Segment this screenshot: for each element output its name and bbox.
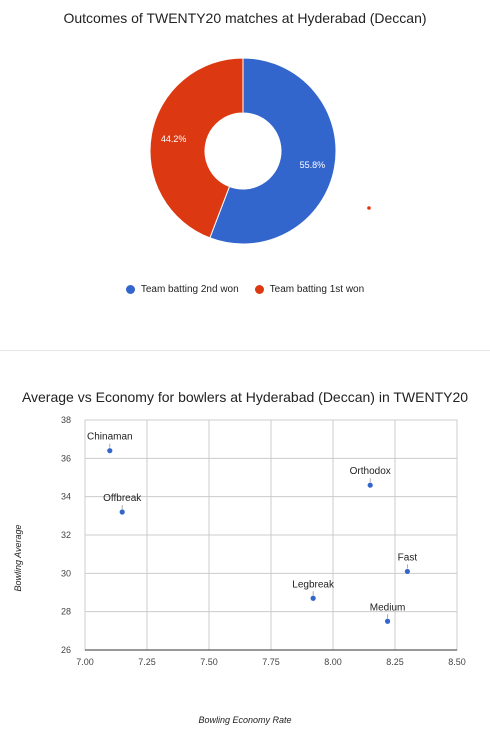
- scatter-chart-panel: Average vs Economy for bowlers at Hydera…: [0, 370, 490, 750]
- scatter-point-label: Chinaman: [87, 432, 133, 443]
- x-axis-title: Bowling Economy Rate: [198, 715, 292, 725]
- y-tick-label: 32: [61, 530, 71, 540]
- scatter-point[interactable]: [310, 595, 316, 601]
- scatter-point[interactable]: [107, 448, 113, 454]
- scatter-point[interactable]: [404, 568, 410, 575]
- legend-item-batting-2nd[interactable]: Team batting 2nd won: [125, 284, 239, 295]
- scatter-point-label: Fast: [398, 552, 418, 563]
- legend-swatch-batting-2nd: [125, 285, 135, 294]
- scatter-point[interactable]: [367, 482, 373, 488]
- donut-slice-label-0: 55.8%: [300, 160, 326, 170]
- donut-slice-0[interactable]: [209, 57, 337, 245]
- x-tick-label: 7.75: [262, 657, 280, 667]
- x-tick-label: 8.25: [386, 657, 404, 667]
- y-tick-label: 30: [61, 568, 71, 578]
- scatter-point[interactable]: [119, 509, 125, 515]
- donut-legend: Team batting 2nd won Team batting 1st wo…: [0, 284, 490, 295]
- scatter-point-label: Medium: [370, 602, 406, 613]
- y-tick-label: 28: [61, 607, 71, 617]
- y-tick-label: 34: [61, 492, 71, 502]
- legend-label-batting-1st: Team batting 1st won: [269, 284, 365, 295]
- x-tick-label: 7.50: [200, 657, 218, 667]
- scatter-chart-title: Average vs Economy for bowlers at Hydera…: [21, 389, 469, 405]
- y-tick-label: 36: [61, 453, 71, 463]
- donut-slice-1[interactable]: [149, 57, 244, 239]
- legend-item-batting-1st[interactable]: Team batting 1st won: [254, 284, 365, 295]
- scatter-point-label: Orthodox: [350, 466, 391, 477]
- scatter-point-label: Legbreak: [292, 579, 335, 590]
- y-tick-label: 38: [61, 415, 71, 425]
- legend-swatch-batting-1st: [254, 285, 264, 294]
- y-axis-title: Bowling Average: [13, 524, 23, 592]
- donut-chart: 55.8% 44.2%: [149, 57, 337, 245]
- x-tick-label: 8.00: [324, 657, 342, 667]
- scatter-chart: 7.00 7.25 7.50 7.75 8.00 8.25 8.50 26 28 30 32 34 36…: [61, 415, 466, 667]
- donut-slice-label-1: 44.2%: [161, 134, 187, 144]
- scatter-point-label: Offbreak: [103, 493, 142, 504]
- x-tick-label: 7.25: [138, 657, 156, 667]
- x-tick-label: 7.00: [76, 657, 94, 667]
- y-tick-label: 26: [61, 645, 71, 655]
- panel-divider: [0, 350, 490, 351]
- x-tick-label: 8.50: [448, 657, 466, 667]
- donut-chart-panel: Outcomes of TWENTY20 matches at Hyderaba…: [0, 0, 490, 330]
- scatter-point[interactable]: [384, 618, 391, 624]
- donut-chart-title: Outcomes of TWENTY20 matches at Hyderaba…: [63, 10, 427, 26]
- legend-label-batting-2nd: Team batting 2nd won: [140, 284, 239, 295]
